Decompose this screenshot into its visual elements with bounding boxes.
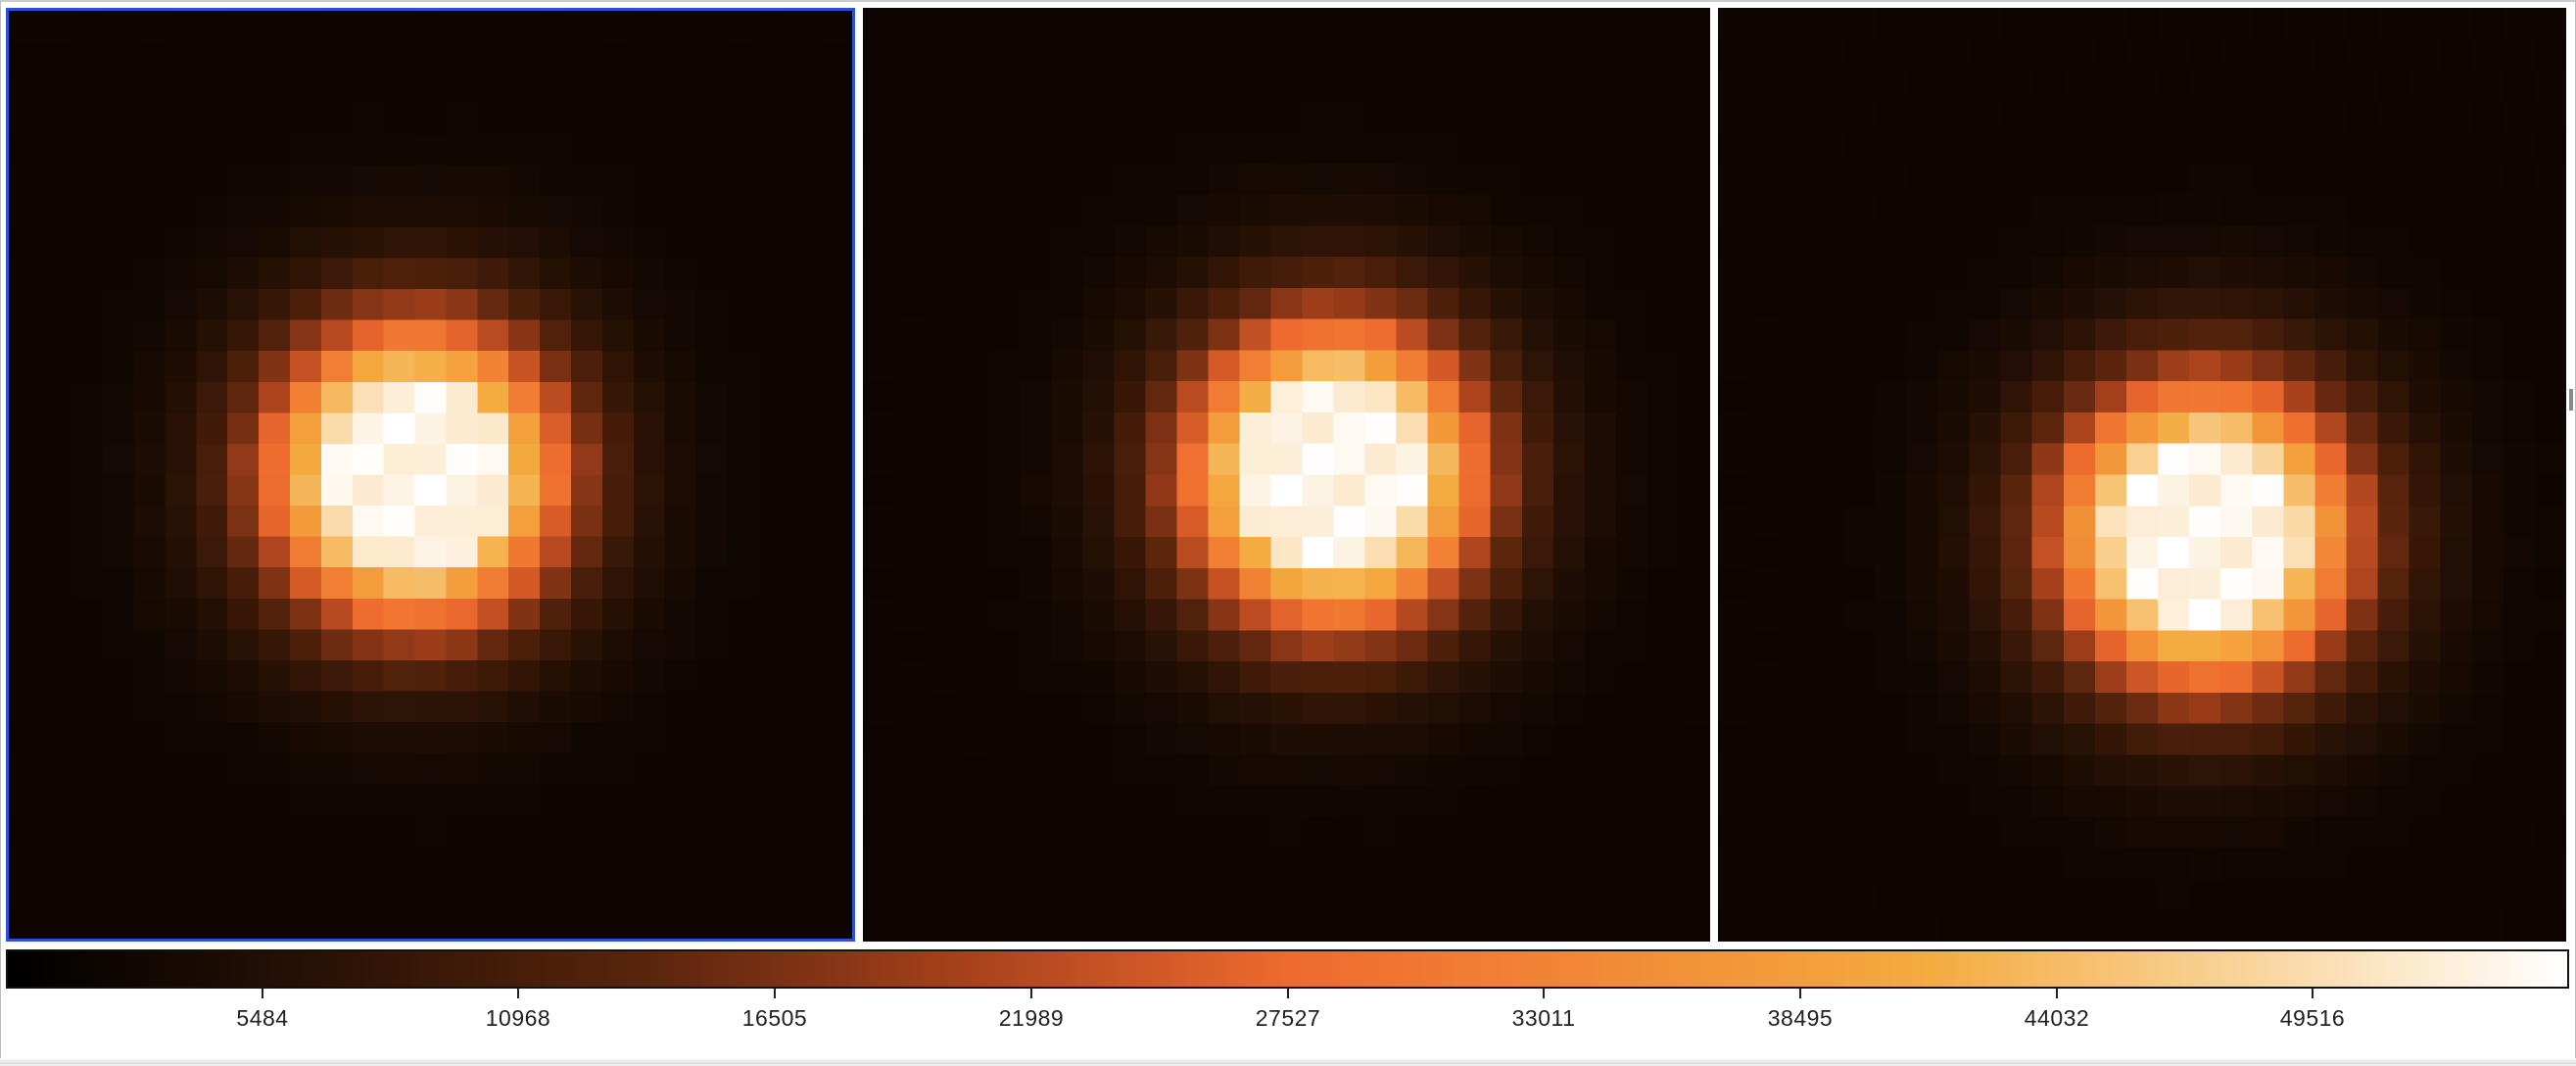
colorbar-tick-label: 21989: [998, 1005, 1065, 1031]
colorbar-tick: [262, 989, 263, 998]
colorbar-tick-label: 5484: [236, 1005, 289, 1031]
colorbar-tick-label: 16505: [741, 1005, 808, 1031]
colorbar-tick: [774, 989, 776, 998]
status-strip: [0, 1058, 2576, 1064]
colorbar-tick: [1543, 989, 1545, 998]
colorbar[interactable]: [6, 949, 2569, 989]
colorbar-tick-label: 38495: [1767, 1005, 1834, 1031]
colorbar-tick: [1030, 989, 1032, 998]
colorbar-tick: [2312, 989, 2314, 998]
image-frame-1[interactable]: [6, 8, 855, 942]
colorbar-axis: 5484 10968 16505 21989 27527 33011 38495 44032 4…: [6, 989, 2569, 1066]
image-frame-3[interactable]: [1718, 8, 2566, 942]
colorbar-tick-label: 33011: [1511, 1005, 1576, 1031]
image-frame-1-canvas[interactable]: [9, 11, 852, 939]
image-frame-2[interactable]: [863, 8, 1710, 942]
colorbar-tick: [1799, 989, 1801, 998]
image-frame-2-canvas[interactable]: [863, 8, 1710, 942]
colorbar-tick-label: 10968: [485, 1005, 551, 1031]
colorbar-tick-label: 27527: [1255, 1005, 1321, 1031]
colorbar-tick-label: 49516: [2279, 1005, 2346, 1031]
colorbar-tick: [2056, 989, 2058, 998]
colorbar-tick: [1287, 989, 1289, 998]
image-frame-3-canvas[interactable]: [1718, 8, 2566, 942]
window-resize-handle[interactable]: [2569, 389, 2573, 411]
colorbar-tick-label: 44032: [2024, 1005, 2090, 1031]
colorbar-tick: [517, 989, 519, 998]
